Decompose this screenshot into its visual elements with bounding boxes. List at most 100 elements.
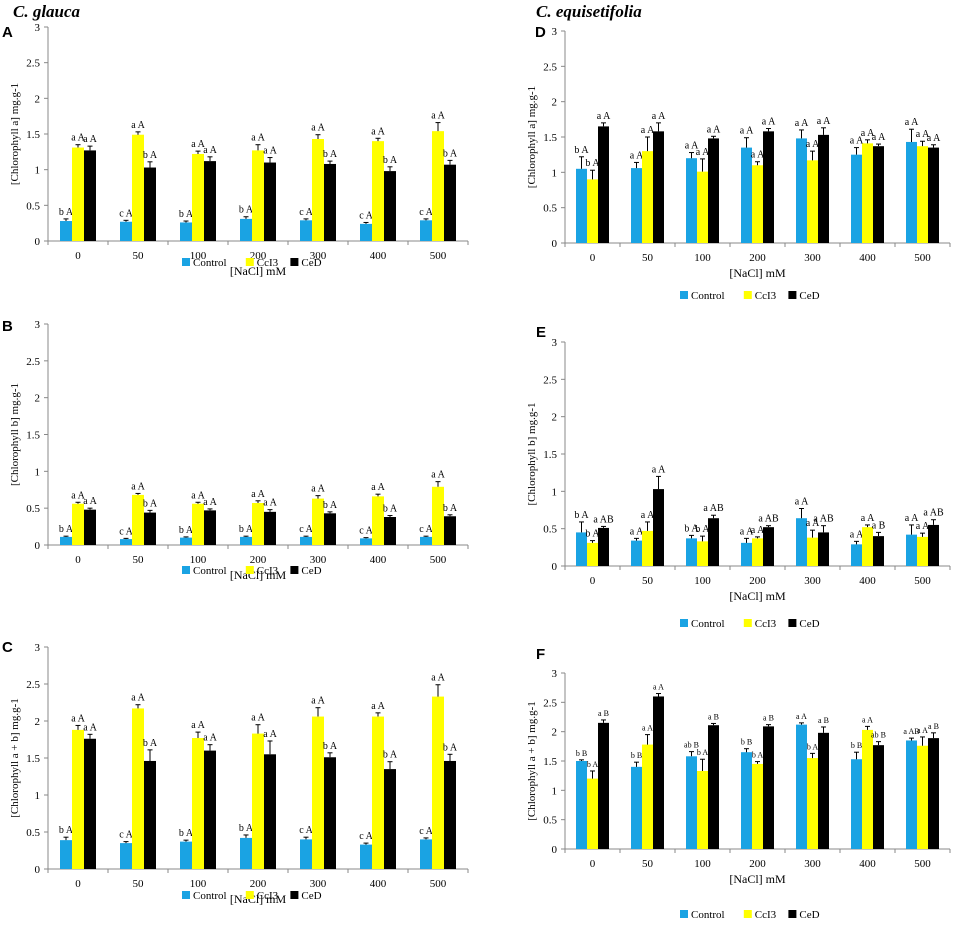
y-tick-label: 0 xyxy=(35,236,41,248)
bar-control-50 xyxy=(120,539,132,545)
significance-label: a A xyxy=(740,526,754,537)
bar-ced-400 xyxy=(873,745,884,849)
significance-label: b A xyxy=(383,750,398,761)
legend: Control CcI3 CeD xyxy=(680,909,820,921)
bar-cci3-100 xyxy=(697,541,708,566)
bar-cci3-300 xyxy=(807,537,818,566)
significance-label: b A xyxy=(143,150,158,161)
significance-label: b A xyxy=(695,524,710,535)
significance-label: a A xyxy=(630,526,644,537)
significance-label: b A xyxy=(323,741,338,752)
significance-label: b A xyxy=(585,158,600,169)
significance-label: b A xyxy=(239,205,254,216)
bar-cci3-500 xyxy=(432,696,444,869)
bar-cci3-400 xyxy=(372,141,384,241)
bar-ced-50 xyxy=(653,489,664,566)
legend: Control CcI3 CeD xyxy=(680,618,820,630)
chart-panel-f: 0 0.5 1 1.5 2 2.5 3 0 50 100 200 300 400 500 [NaCl] mM… xyxy=(526,668,951,921)
y-tick-label: 1.5 xyxy=(543,756,557,768)
bar-ced-0 xyxy=(84,150,96,241)
legend-label-ced: CeD xyxy=(799,909,819,921)
significance-label: b A xyxy=(383,504,398,515)
significance-label: a A xyxy=(652,464,666,475)
x-tick-label: 400 xyxy=(859,252,876,264)
bar-cci3-0 xyxy=(72,729,84,869)
bar-cci3-50 xyxy=(642,530,653,566)
panel-letter-e: E xyxy=(536,324,547,341)
y-tick-label: 2.5 xyxy=(543,374,557,386)
bar-control-300 xyxy=(300,536,312,545)
y-tick-label: 2 xyxy=(35,93,41,105)
y-tick-label: 1 xyxy=(35,466,41,478)
x-tick-label: 100 xyxy=(190,250,207,262)
legend-swatch-control xyxy=(182,891,190,899)
legend-swatch-control xyxy=(680,291,688,299)
significance-label: a A xyxy=(311,123,325,134)
bar-cci3-100 xyxy=(192,503,204,545)
significance-label: a AB xyxy=(593,514,614,525)
bar-cci3-300 xyxy=(807,758,818,849)
significance-label: c A xyxy=(359,210,373,221)
y-tick-label: 2 xyxy=(35,393,41,405)
legend-label-control: Control xyxy=(193,257,227,269)
y-tick-label: 3 xyxy=(552,668,558,680)
y-tick-label: 0 xyxy=(552,561,558,573)
legend-swatch-cci3 xyxy=(245,566,254,574)
legend: Control CcI3 CeD xyxy=(680,290,820,302)
legend-label-control: Control xyxy=(193,565,227,577)
significance-label: b B xyxy=(851,741,862,750)
significance-label: b A xyxy=(574,510,589,521)
significance-label: a A xyxy=(131,693,145,704)
y-axis-label: [Chlorophyll b] mg.g-1 xyxy=(9,383,21,486)
x-axis-label: [NaCl] mM xyxy=(230,264,287,278)
bar-cci3-0 xyxy=(587,179,598,243)
significance-label: ab B xyxy=(684,741,699,750)
y-tick-label: 1 xyxy=(35,790,41,802)
legend-label-cci3: CcI3 xyxy=(257,257,279,269)
x-tick-label: 100 xyxy=(694,575,711,587)
bar-control-100 xyxy=(686,538,697,566)
significance-label: a A xyxy=(371,126,385,137)
significance-label: a A xyxy=(916,129,930,140)
bar-control-500 xyxy=(906,141,917,243)
bar-ced-0 xyxy=(84,509,96,545)
bar-ced-300 xyxy=(324,513,336,545)
bar-ced-300 xyxy=(818,134,829,243)
x-tick-label: 0 xyxy=(590,252,596,264)
x-axis-label: [NaCl] mM xyxy=(230,568,287,582)
significance-label: a A xyxy=(203,145,217,156)
y-tick-label: 2.5 xyxy=(26,58,40,70)
x-axis-label: [NaCl] mM xyxy=(729,589,786,603)
bar-ced-400 xyxy=(384,769,396,869)
significance-label: a A xyxy=(905,117,919,128)
bar-control-0 xyxy=(576,168,587,243)
legend-swatch-cci3 xyxy=(743,291,752,299)
x-tick-label: 100 xyxy=(694,252,711,264)
bar-control-300 xyxy=(796,138,807,243)
y-tick-label: 3 xyxy=(35,22,41,34)
legend-label-ced: CeD xyxy=(301,257,321,269)
x-tick-label: 200 xyxy=(250,250,267,262)
bar-control-500 xyxy=(420,536,432,545)
bar-control-400 xyxy=(851,759,862,849)
significance-label: a A xyxy=(916,521,930,532)
y-tick-label: 2.5 xyxy=(543,697,557,709)
legend-label-cci3: CcI3 xyxy=(257,565,279,577)
legend-swatch-control xyxy=(680,619,688,627)
x-tick-label: 50 xyxy=(133,250,145,262)
bar-cci3-50 xyxy=(642,744,653,849)
bar-ced-0 xyxy=(598,722,609,849)
significance-label: b B xyxy=(576,749,587,758)
y-tick-label: 3 xyxy=(35,642,41,654)
bar-cci3-200 xyxy=(252,150,264,241)
significance-label: a A xyxy=(83,722,97,733)
bar-cci3-500 xyxy=(432,486,444,545)
legend-swatch-cci3 xyxy=(245,258,254,266)
significance-label: a A xyxy=(191,720,205,731)
bar-control-200 xyxy=(741,752,752,849)
bar-cci3-300 xyxy=(312,498,324,545)
bar-cci3-50 xyxy=(642,151,653,243)
x-tick-label: 500 xyxy=(914,252,931,264)
y-tick-label: 2.5 xyxy=(543,61,557,73)
significance-label: a A xyxy=(263,146,277,157)
